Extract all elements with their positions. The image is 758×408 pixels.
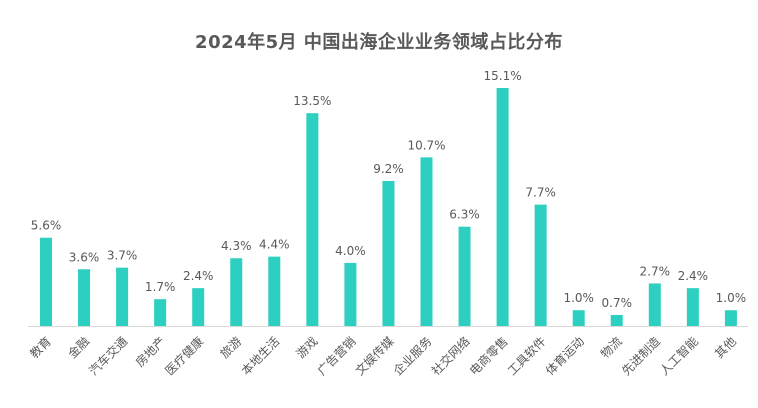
data-label: 4.4% [259,238,290,252]
x-tick-label: 人工智能 [656,334,701,379]
data-label: 1.0% [563,291,594,305]
data-label: 1.0% [716,291,747,305]
x-tick-label: 金融 [65,334,93,362]
data-label: 2.7% [640,264,671,278]
x-tick-label: 房地产 [132,334,168,370]
bar [268,256,281,326]
bar [116,267,129,326]
x-tick-label: 体育运动 [542,334,587,379]
x-tick-label: 物流 [598,334,625,361]
x-tick-label: 工具软件 [505,334,549,378]
bar [724,310,737,326]
x-tick-label: 游戏 [294,334,321,361]
bar [610,314,623,326]
data-label: 13.5% [293,94,331,108]
data-label: 4.0% [335,244,366,258]
x-tick-label: 社交网络 [428,334,473,379]
bar [154,299,167,326]
bar [534,204,547,326]
bar [382,180,395,326]
bar [192,288,205,326]
x-tick-label: 教育 [27,334,55,362]
chart-title: 2024年5月 中国出海企业业务领域占比分布 [195,32,563,53]
x-tick-label: 先进制造 [619,334,663,378]
data-label: 1.7% [145,280,176,294]
x-tick-label: 电商零售 [466,334,511,379]
data-label: 15.1% [484,69,522,83]
x-tick-label: 旅游 [217,334,244,361]
x-tick-label: 其他 [712,334,739,361]
x-tick-label: 企业服务 [390,334,435,379]
data-label: 2.4% [183,269,214,283]
bar [496,88,509,326]
bar [420,157,433,326]
x-tick-label: 本地生活 [239,334,283,378]
data-label: 3.7% [107,249,138,263]
bar [344,262,357,326]
bar [572,310,585,326]
x-tick-label: 文娱传媒 [352,334,397,379]
bar [648,283,661,326]
bar [306,113,319,326]
data-label: 6.3% [449,208,480,222]
bar [686,288,699,326]
data-label: 4.3% [221,239,252,253]
data-label: 2.4% [678,269,709,283]
bar [458,226,471,326]
x-tick-label: 汽车交通 [86,334,131,379]
x-tick-label: 广告营销 [315,334,359,378]
x-tick-label: 医疗健康 [162,334,207,379]
data-label: 0.7% [602,296,633,310]
bar [40,237,52,326]
bar [78,269,91,326]
bar [230,258,243,326]
data-label: 10.7% [407,138,445,152]
data-label: 7.7% [525,186,556,200]
data-label: 9.2% [373,162,404,176]
data-label: 5.6% [31,219,62,233]
data-label: 3.6% [69,250,100,264]
